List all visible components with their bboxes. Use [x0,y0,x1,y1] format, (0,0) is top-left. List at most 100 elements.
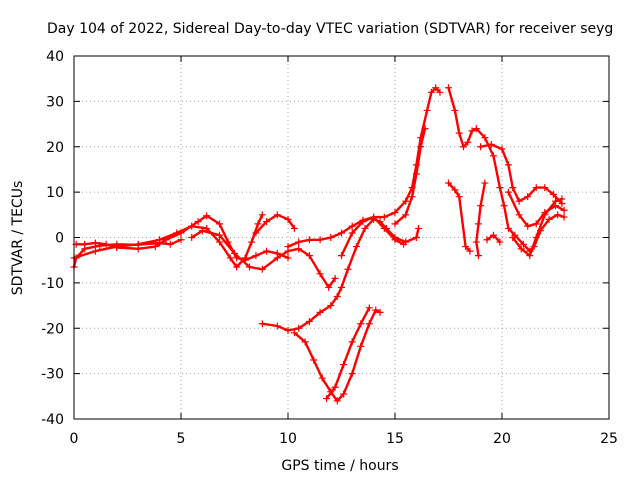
data-point [231,249,238,257]
data-point [515,211,523,219]
data-point [359,218,367,226]
data-point [301,338,309,346]
data-point [504,188,512,196]
data-point [472,125,480,133]
data-point [263,247,271,255]
data-point [340,361,348,369]
data-point [560,206,568,214]
data-point [474,252,482,260]
data-point [325,283,333,291]
data-point [365,320,373,328]
data-point [412,170,420,178]
data-point [541,211,549,219]
data-point [284,327,292,335]
data-point [509,234,517,241]
y-tick-label: -20 [41,321,64,337]
data-point [188,222,196,230]
data-point [432,84,440,92]
y-tick-label: -30 [41,367,64,383]
data-point [500,202,508,210]
data-point [391,209,399,217]
data-point [554,211,562,219]
data-point [532,184,540,192]
data-point [532,234,540,241]
data-point [245,263,253,271]
data-point [316,236,324,244]
data-point [327,234,335,241]
data-point [248,238,256,246]
data-point [295,245,303,253]
data-point [344,265,352,273]
data-point [552,197,559,205]
data-point [338,252,345,260]
data-point [310,356,318,364]
data-point [273,322,281,330]
data-point [498,145,506,153]
data-point [348,338,356,346]
data-point [545,215,553,223]
data-point [402,211,410,219]
data-point [365,304,373,312]
data-point [391,220,399,228]
data-point [290,329,298,337]
data-point [462,243,470,251]
data-point [357,320,365,328]
data-point [134,240,142,248]
data-point [408,193,416,201]
data-point [380,224,388,232]
data-point [481,134,489,142]
y-tick-label: -10 [41,276,64,292]
series-sat-n [504,188,568,230]
data-point [263,218,271,226]
data-point [459,143,467,151]
series-trace [72,213,264,269]
data-point [151,243,159,251]
x-axis-label: GPS time / hours [281,458,398,474]
x-tick-label: 5 [177,431,186,447]
series-sat-d [188,227,339,291]
data-point [549,190,557,198]
data-point [284,243,292,251]
data-point [295,324,303,332]
data-point [417,143,425,151]
data-point [372,306,380,314]
data-point [496,238,504,246]
data-point [166,240,174,248]
data-point [156,236,164,244]
series-sat-e [252,211,298,237]
data-point [203,212,211,220]
data-point [348,222,356,230]
data-point [391,236,399,244]
series-trace [475,181,487,257]
data-point [284,254,292,262]
data-point [412,234,420,241]
data-point [241,254,249,262]
x-tick-label: 0 [70,431,79,447]
series-sat-r [483,231,504,246]
data-point [481,179,489,187]
data-point [526,252,534,260]
data-point [327,302,335,310]
data-point [323,395,331,403]
data-point [102,240,110,248]
data-point [91,247,99,255]
data-point [305,252,313,260]
data-point [305,236,313,244]
x-tick-label: 10 [279,431,297,447]
data-point [226,254,234,262]
data-point [400,240,408,248]
data-point [331,383,339,391]
axis-ticks [73,55,610,420]
data-point [91,239,99,247]
data-series [70,84,568,405]
data-point [252,229,260,237]
y-tick-label: 10 [46,185,64,201]
data-point [483,236,491,244]
data-point [532,220,540,228]
x-tick-label: 20 [493,431,511,447]
data-point [318,374,326,382]
y-tick-label: 40 [46,49,64,65]
series-trace [393,127,427,226]
data-point [496,184,504,192]
data-point [466,247,474,255]
